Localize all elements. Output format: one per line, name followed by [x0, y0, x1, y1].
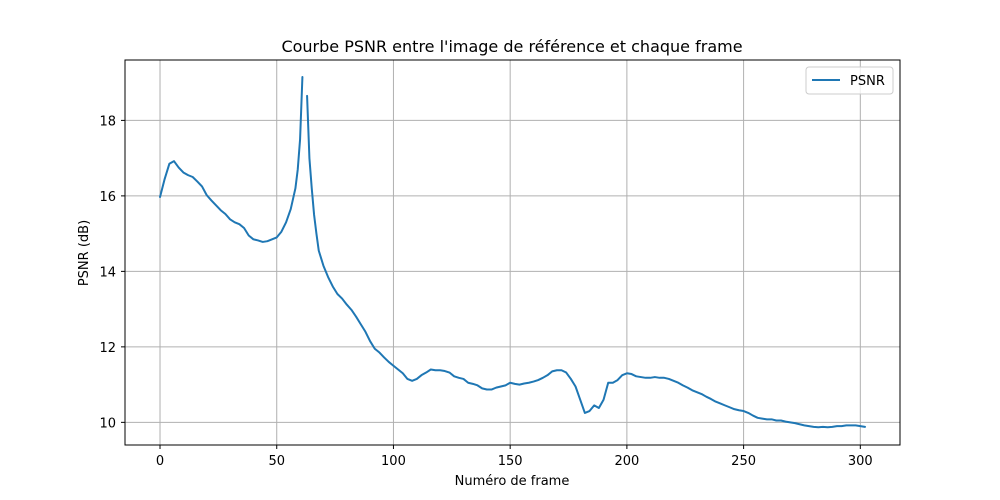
legend-label: PSNR — [850, 74, 885, 89]
x-tick-label: 0 — [156, 454, 164, 469]
x-tick-label: 250 — [731, 454, 756, 469]
y-tick-label: 18 — [99, 114, 116, 129]
grid — [125, 60, 900, 445]
y-tick-label: 12 — [99, 341, 116, 356]
x-tick-label: 300 — [848, 454, 873, 469]
series-layer — [159, 75, 866, 429]
x-axis: 0 50 100 150 200 250 300 — [156, 445, 873, 469]
x-tick-label: 50 — [268, 454, 285, 469]
x-tick-label: 100 — [381, 454, 406, 469]
legend-box — [805, 66, 894, 95]
y-axis-label: PSNR (dB) — [77, 220, 92, 286]
y-tick-label: 10 — [99, 416, 116, 431]
y-tick-label: 16 — [99, 190, 116, 205]
psnr-series-line — [159, 75, 304, 243]
legend: PSNR — [805, 66, 894, 95]
plot-frame — [124, 59, 901, 446]
x-axis-label: Numéro de frame — [455, 474, 570, 489]
x-tick-label: 150 — [498, 454, 523, 469]
psnr-series-line — [306, 94, 866, 429]
chart-title: Courbe PSNR entre l'image de référence e… — [281, 37, 742, 56]
y-tick-label: 14 — [99, 265, 116, 280]
x-tick-label: 200 — [614, 454, 639, 469]
y-axis: 10 12 14 16 18 — [99, 114, 125, 431]
